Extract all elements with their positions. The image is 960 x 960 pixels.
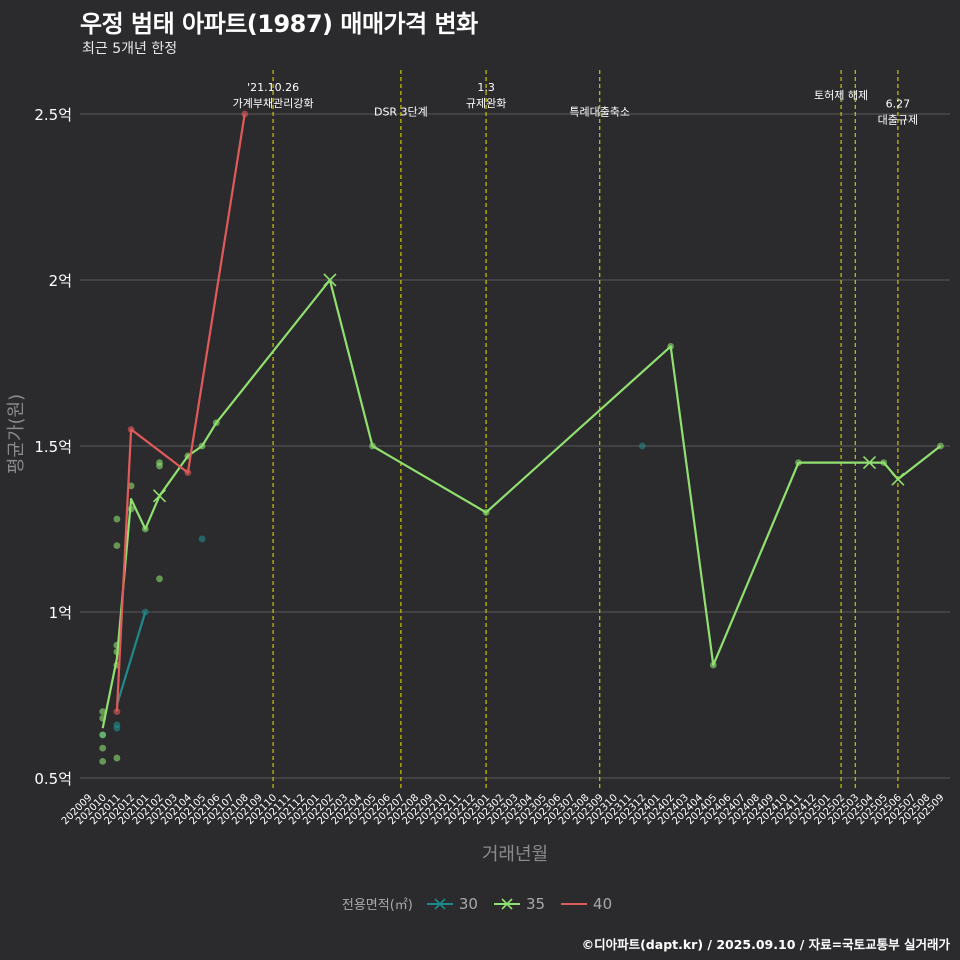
data-point-40 bbox=[241, 110, 249, 118]
event-label: 1.3 bbox=[477, 81, 495, 94]
data-point-35 bbox=[156, 575, 163, 583]
series-line-35 bbox=[101, 278, 942, 729]
data-point-35 bbox=[99, 731, 107, 739]
x-marker-35 bbox=[891, 472, 905, 486]
legend-label-30: 30 bbox=[458, 894, 478, 913]
legend-item-35[interactable]: 35 bbox=[493, 894, 546, 913]
x-axis-label: 거래년월 bbox=[482, 844, 548, 865]
legend-item-40[interactable]: 40 bbox=[561, 895, 612, 913]
data-point-35 bbox=[99, 758, 107, 765]
y-tick-label: 1억 bbox=[49, 604, 72, 622]
data-point-35 bbox=[99, 744, 107, 752]
data-point-35 bbox=[113, 515, 121, 523]
series-line-30 bbox=[115, 611, 147, 706]
y-axis-label: 평균가(원) bbox=[6, 394, 27, 474]
legend-label-35: 35 bbox=[525, 894, 546, 913]
data-point-30 bbox=[198, 535, 206, 543]
legend-key-40-icon bbox=[561, 902, 588, 905]
event-label: 대출규제 bbox=[878, 113, 918, 126]
source-caption: ©디아파트(dapt.kr) / 2025.09.10 / 자료=국토교통부 실… bbox=[581, 937, 950, 952]
event-label: 규제완화 bbox=[466, 97, 506, 110]
event-label: 6.27 bbox=[886, 97, 911, 110]
data-point-35 bbox=[113, 542, 121, 549]
x-marker-35 bbox=[152, 489, 167, 503]
legend-key-30-icon bbox=[426, 897, 453, 910]
chart-subtitle: 최근 5개년 한정 bbox=[82, 41, 178, 57]
event-label: DSR 3단계 bbox=[374, 106, 428, 119]
data-point-35 bbox=[156, 459, 163, 466]
chart-title: 우정 범태 아파트(1987) 매매가격 변화 bbox=[80, 10, 478, 38]
x-marker-35 bbox=[862, 456, 877, 470]
event-label: 특례대출축소 bbox=[569, 106, 630, 119]
data-point-35 bbox=[113, 754, 121, 762]
event-label: 가계부채관리강화 bbox=[233, 97, 314, 110]
legend-item-30[interactable]: 30 bbox=[426, 894, 478, 913]
event-label: '21.10.26 bbox=[247, 81, 299, 94]
legend-key-35-icon bbox=[493, 897, 520, 910]
legend: 전용면적(㎡) 30 35 40 bbox=[0, 894, 960, 914]
x-marker-35 bbox=[323, 273, 337, 287]
data-point-30 bbox=[141, 608, 149, 616]
legend-label-40: 40 bbox=[593, 894, 613, 913]
legend-title: 전용면적(㎡) bbox=[341, 898, 413, 913]
event-label: 토허제 해제 bbox=[814, 88, 868, 102]
y-tick-label: 1.5억 bbox=[34, 438, 72, 456]
y-tick-label: 2억 bbox=[49, 272, 72, 290]
y-tick-label: 2.5억 bbox=[34, 106, 72, 124]
series-line-40 bbox=[115, 113, 246, 712]
data-point-30 bbox=[113, 724, 121, 732]
data-point-35 bbox=[99, 708, 107, 715]
data-point-30 bbox=[638, 442, 646, 450]
y-tick-label: 0.5억 bbox=[34, 770, 72, 788]
